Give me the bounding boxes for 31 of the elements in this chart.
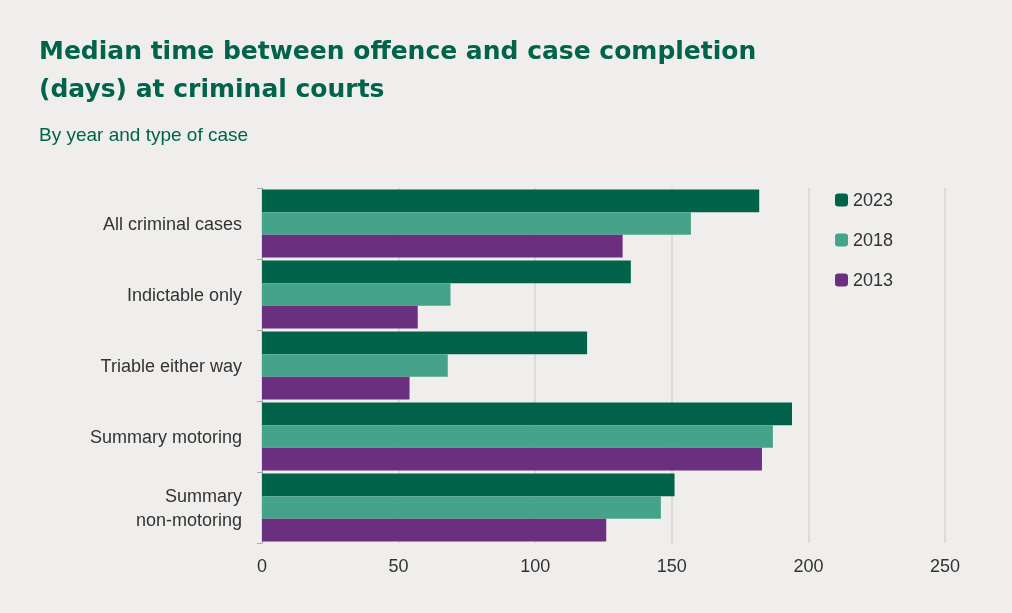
- bar: [262, 473, 675, 497]
- y-tick-label: Indictable only: [126, 284, 242, 305]
- bar: [262, 260, 631, 284]
- bar: [262, 425, 773, 448]
- bar: [262, 283, 451, 306]
- x-tick-label: 150: [656, 556, 687, 576]
- bar: [262, 376, 410, 400]
- legend-label: 2013: [853, 270, 894, 290]
- chart-subtitle: By year and type of case: [39, 124, 249, 145]
- legend-label: 2018: [853, 230, 894, 250]
- y-tick-label: Triable either way: [100, 355, 242, 376]
- bar: [262, 212, 691, 235]
- x-tick-label: 250: [929, 556, 961, 576]
- y-tick-label: Summary motoring: [89, 426, 242, 447]
- y-tick-label: All criminal cases: [102, 213, 242, 234]
- y-tick-label: Summary non-motoring: [135, 485, 242, 530]
- legend-label: 2023: [853, 190, 894, 210]
- bar: [262, 331, 588, 355]
- bar: [262, 402, 793, 426]
- bar: [262, 234, 623, 258]
- bar: [262, 305, 418, 329]
- x-tick-label: 50: [388, 556, 409, 576]
- chart-title: Median time between offence and case completion (days) at criminal courts: [39, 35, 766, 103]
- bar: [262, 354, 448, 377]
- bar: [262, 518, 607, 542]
- bar: [262, 447, 762, 471]
- x-tick-label: 100: [520, 556, 551, 576]
- bar: [262, 189, 760, 213]
- x-tick-label: 0: [256, 556, 268, 576]
- x-tick-label: 200: [793, 556, 824, 576]
- bar: [262, 496, 661, 519]
